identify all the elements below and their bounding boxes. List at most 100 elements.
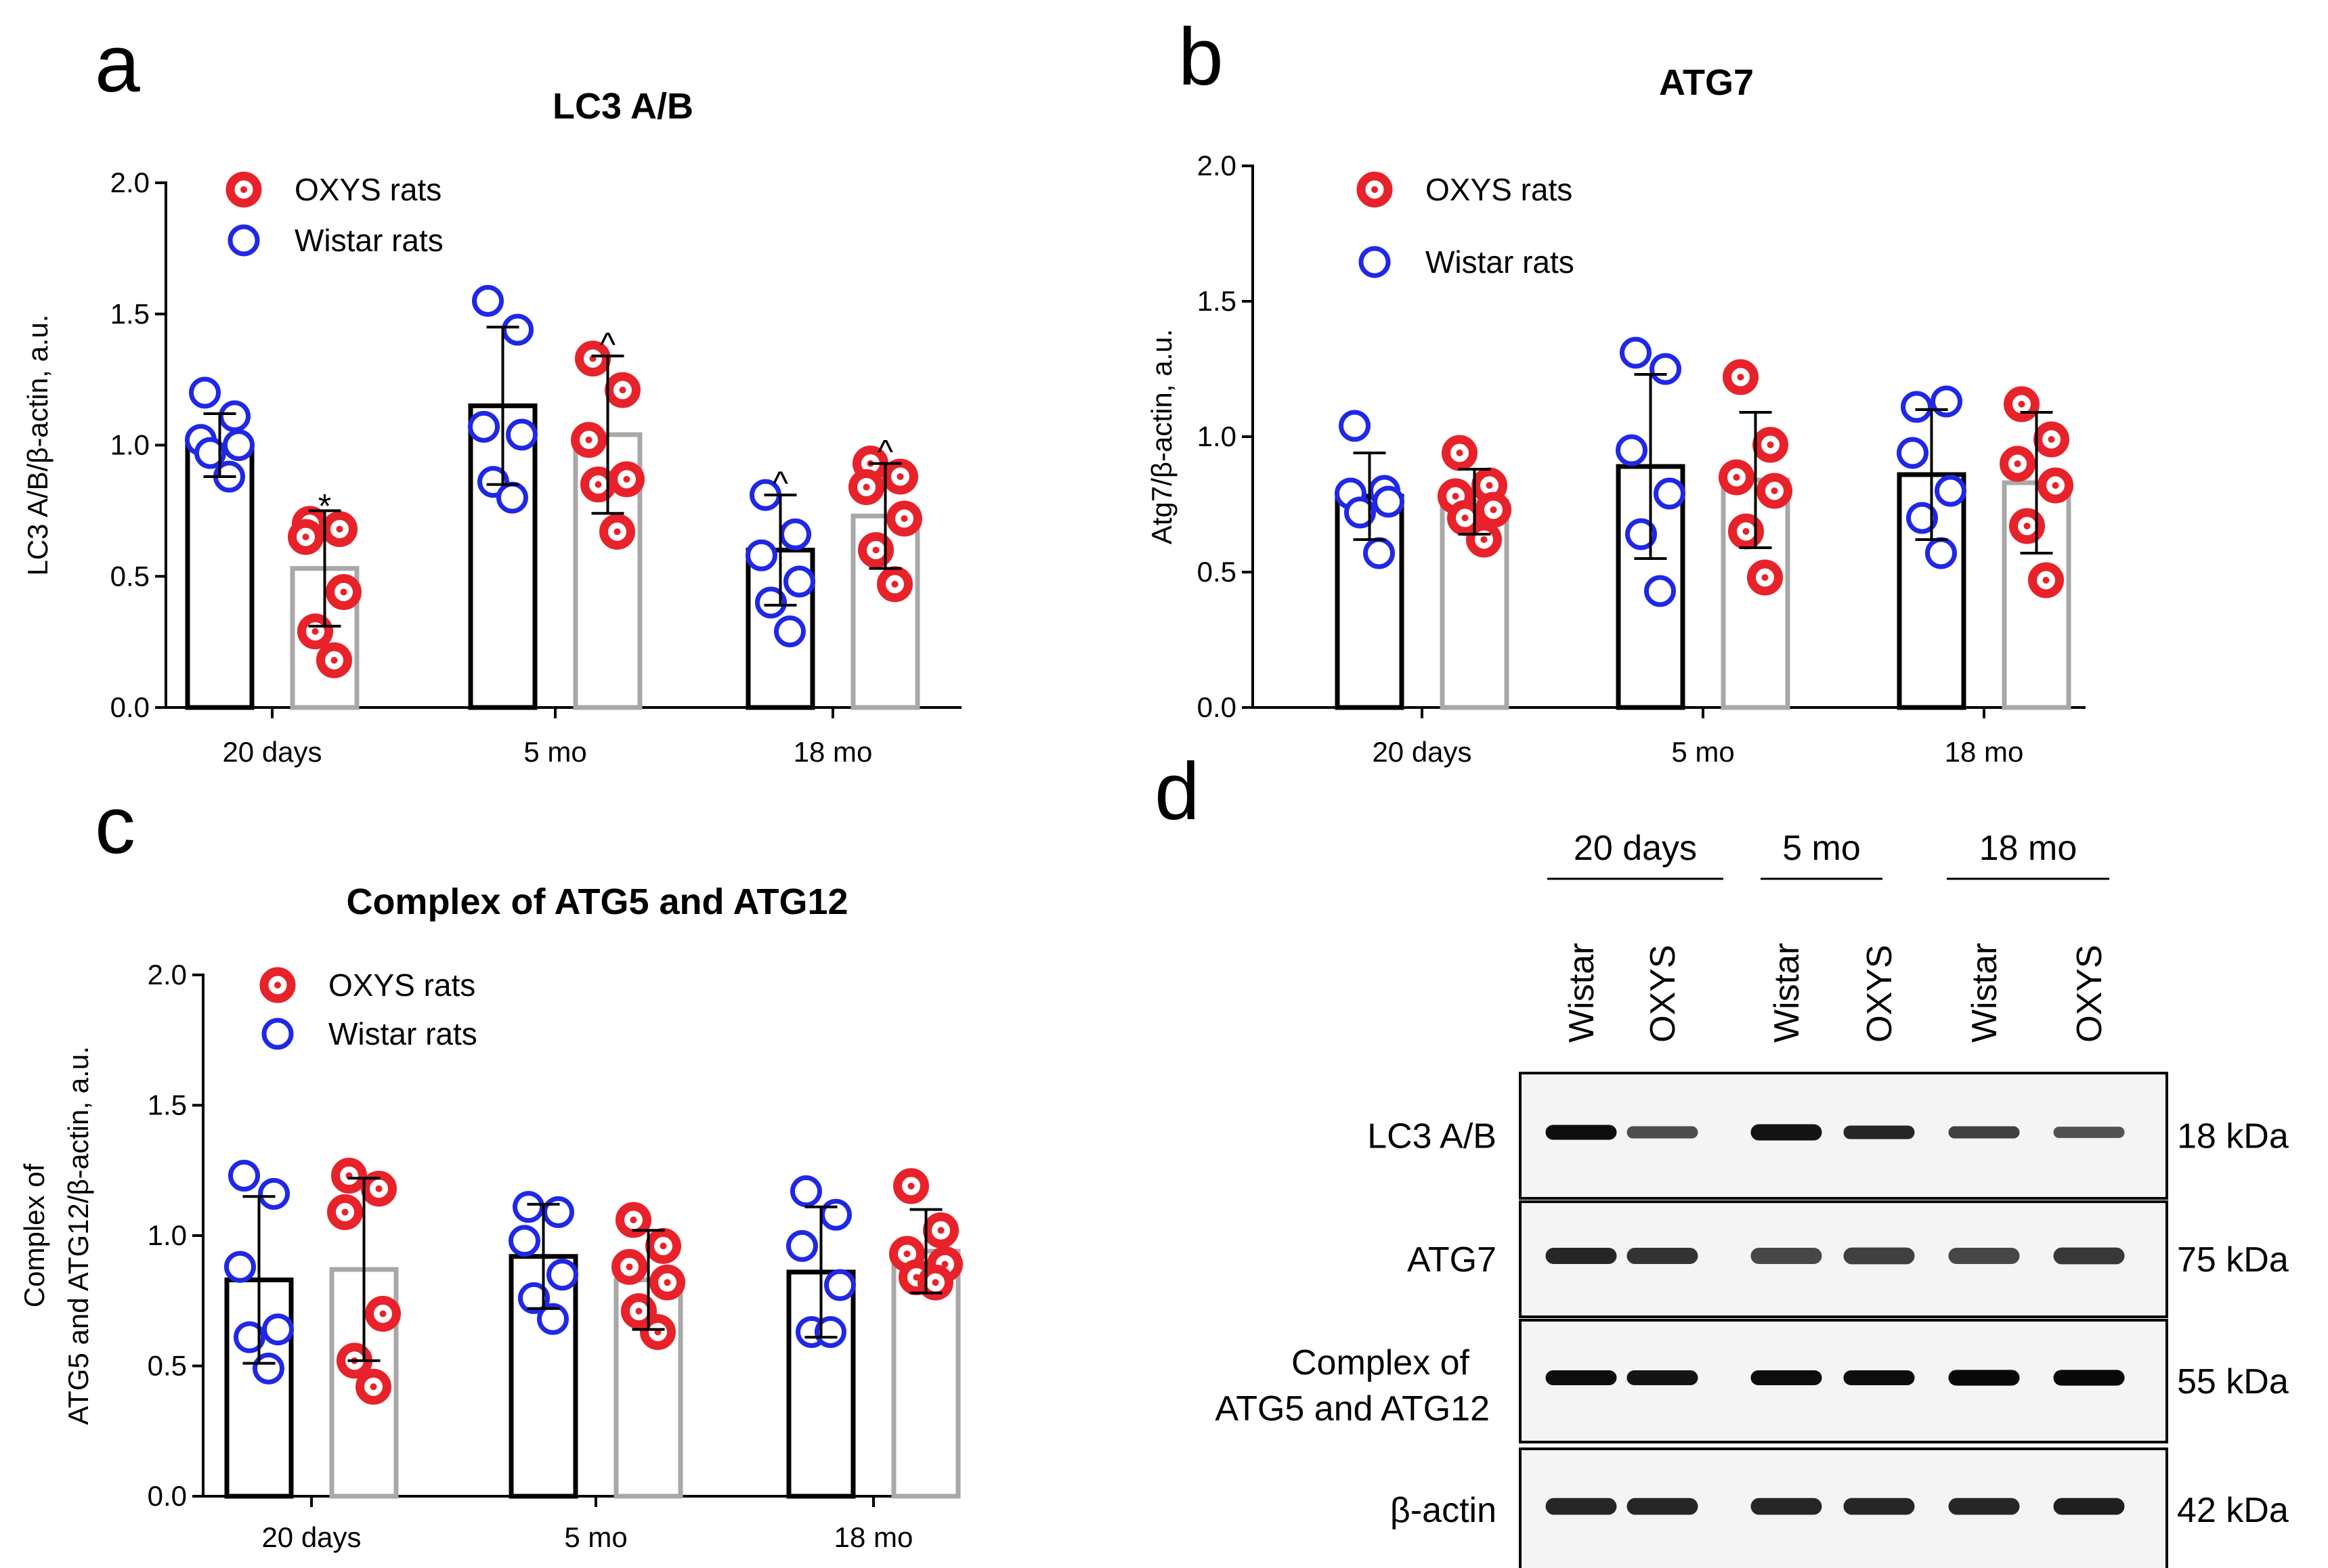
x-tick-label: 20 days — [222, 736, 322, 768]
point-wistar-2-5 — [815, 1315, 846, 1348]
blot-band — [1545, 1370, 1617, 1385]
blot-band — [1626, 1498, 1698, 1515]
blot-lane-label: OXYS — [1643, 945, 1683, 1043]
point-wistar-0-3 — [223, 429, 255, 461]
point-wistar-2-5 — [1925, 537, 1957, 569]
point-oxys-0-1-center — [1486, 482, 1493, 489]
point-wistar-2-1 — [779, 518, 811, 550]
point-wistar-0-2 — [224, 1250, 256, 1283]
western-blot: 20 days 5 mo 18 mo Wistar OXYS Wistar OXYS Wist… — [1215, 829, 2289, 1568]
point-wistar-1-3 — [1654, 477, 1685, 510]
point-wistar-1-5 — [537, 1303, 569, 1335]
blot-band — [1948, 1498, 2020, 1515]
point-wistar-2-4 — [1906, 502, 1938, 534]
legend-oxys-label: OXYS rats — [328, 967, 475, 1003]
point-oxys-1-3-center — [1771, 487, 1778, 494]
blot-kda-label: 75 kDa — [2177, 1240, 2289, 1280]
point-wistar-1-2 — [509, 1225, 540, 1257]
point-wistar-1-5 — [496, 481, 528, 514]
point-oxys-1-1-center — [619, 387, 626, 394]
point-wistar-1-2 — [1616, 434, 1647, 466]
point-oxys-2-1-center — [897, 473, 904, 480]
y-tick-label: 0.5 — [1197, 556, 1236, 588]
point-wistar-2-3 — [824, 1269, 856, 1301]
point-wistar-0-5 — [1363, 537, 1395, 569]
point-oxys-1-2-center — [626, 1263, 633, 1271]
blot-band — [1545, 1125, 1617, 1140]
x-tick-label: 5 mo — [1671, 736, 1734, 768]
blot-band — [1545, 1248, 1617, 1264]
blot-band — [1626, 1248, 1698, 1264]
point-wistar-2-5 — [774, 615, 806, 648]
significance-mark: ^ — [600, 326, 616, 364]
point-oxys-2-5-center — [932, 1279, 939, 1286]
panel-letter-a: a — [95, 18, 140, 109]
point-oxys-0-3-center — [340, 588, 347, 596]
blot-band — [1948, 1248, 2020, 1264]
point-oxys-2-3-center — [2052, 482, 2059, 489]
y-tick-label: 1.0 — [148, 1219, 187, 1251]
point-wistar-2-4 — [755, 586, 787, 619]
point-oxys-1-3-center — [664, 1279, 671, 1286]
point-oxys-0-3-center — [379, 1310, 387, 1317]
point-wistar-2-2 — [786, 1229, 818, 1262]
y-axis-label: Atg7/β-actin, a.u. — [1146, 329, 1178, 544]
y-tick-label: 1.5 — [1197, 285, 1236, 317]
point-oxys-2-5-center — [2042, 577, 2050, 584]
y-tick-label: 2.0 — [148, 959, 187, 990]
point-oxys-2-4-center — [2023, 523, 2031, 529]
point-oxys-0-5-center — [1480, 536, 1488, 543]
point-wistar-1-3 — [546, 1259, 578, 1291]
blot-band — [1843, 1247, 1915, 1265]
blot-lane-label: Wistar — [1965, 943, 2004, 1043]
blot-row-label: β-actin — [1390, 1491, 1496, 1530]
blot-band — [2053, 1498, 2125, 1515]
blot-group-label: 5 mo — [1782, 829, 1861, 868]
legend-oxys-marker-center — [1371, 186, 1378, 193]
point-wistar-0-3 — [1373, 485, 1404, 518]
legend-oxys-label: OXYS rats — [295, 172, 441, 207]
point-wistar-1-4 — [1625, 518, 1657, 550]
point-oxys-2-1-center — [2048, 436, 2055, 443]
blot-kda-label: 55 kDa — [2177, 1362, 2289, 1401]
blot-band — [2053, 1370, 2125, 1386]
point-oxys-0-5-center — [330, 657, 338, 664]
x-tick-label: 18 mo — [794, 736, 873, 768]
point-oxys-0-4-center — [311, 628, 319, 635]
point-oxys-1-4-center — [595, 481, 602, 488]
point-wistar-0-4 — [234, 1321, 265, 1353]
point-wistar-2-0 — [790, 1175, 822, 1208]
y-axis-label-line1: Complex of — [18, 1163, 50, 1307]
blot-lane-label: OXYS — [1860, 945, 1899, 1043]
point-oxys-2-3-center — [941, 1261, 949, 1268]
panel-letter-b: b — [1178, 12, 1224, 102]
blot-lane-label: Wistar — [1767, 943, 1807, 1043]
legend-oxys-label: OXYS rats — [1425, 172, 1572, 207]
point-wistar-1-0 — [1620, 336, 1652, 369]
y-tick-label: 0.0 — [148, 1480, 187, 1512]
point-wistar-1-5 — [1644, 575, 1676, 607]
chart-title: LC3 A/B — [553, 86, 693, 127]
y-tick-label: 2.0 — [110, 167, 150, 198]
point-oxys-0-5-center — [370, 1383, 377, 1391]
point-oxys-1-2-center — [585, 436, 592, 443]
panel-letter-c: c — [95, 780, 135, 871]
blot-band — [1750, 1370, 1822, 1385]
point-oxys-0-1-center — [336, 525, 343, 533]
point-wistar-2-2 — [1897, 437, 1928, 469]
blot-row-label-line1: Complex of — [1291, 1343, 1470, 1382]
y-tick-label: 1.5 — [148, 1089, 187, 1121]
point-wistar-2-2 — [746, 539, 777, 571]
y-axis-label: LC3 A/B/β-actin, a.u. — [22, 314, 53, 575]
blot-row-label: LC3 A/B — [1367, 1117, 1496, 1156]
point-oxys-1-5-center — [1761, 574, 1769, 581]
point-wistar-1-4 — [518, 1282, 550, 1314]
point-oxys-1-1-center — [1767, 441, 1774, 448]
point-wistar-0-1 — [219, 400, 251, 433]
point-oxys-2-2-center — [863, 483, 870, 491]
legend-wistar-marker — [1358, 246, 1391, 278]
blot-kda-label: 18 kDa — [2177, 1117, 2289, 1156]
y-tick-label: 0.5 — [110, 560, 150, 592]
point-wistar-1-0 — [513, 1191, 544, 1223]
point-oxys-2-1-center — [937, 1227, 945, 1234]
